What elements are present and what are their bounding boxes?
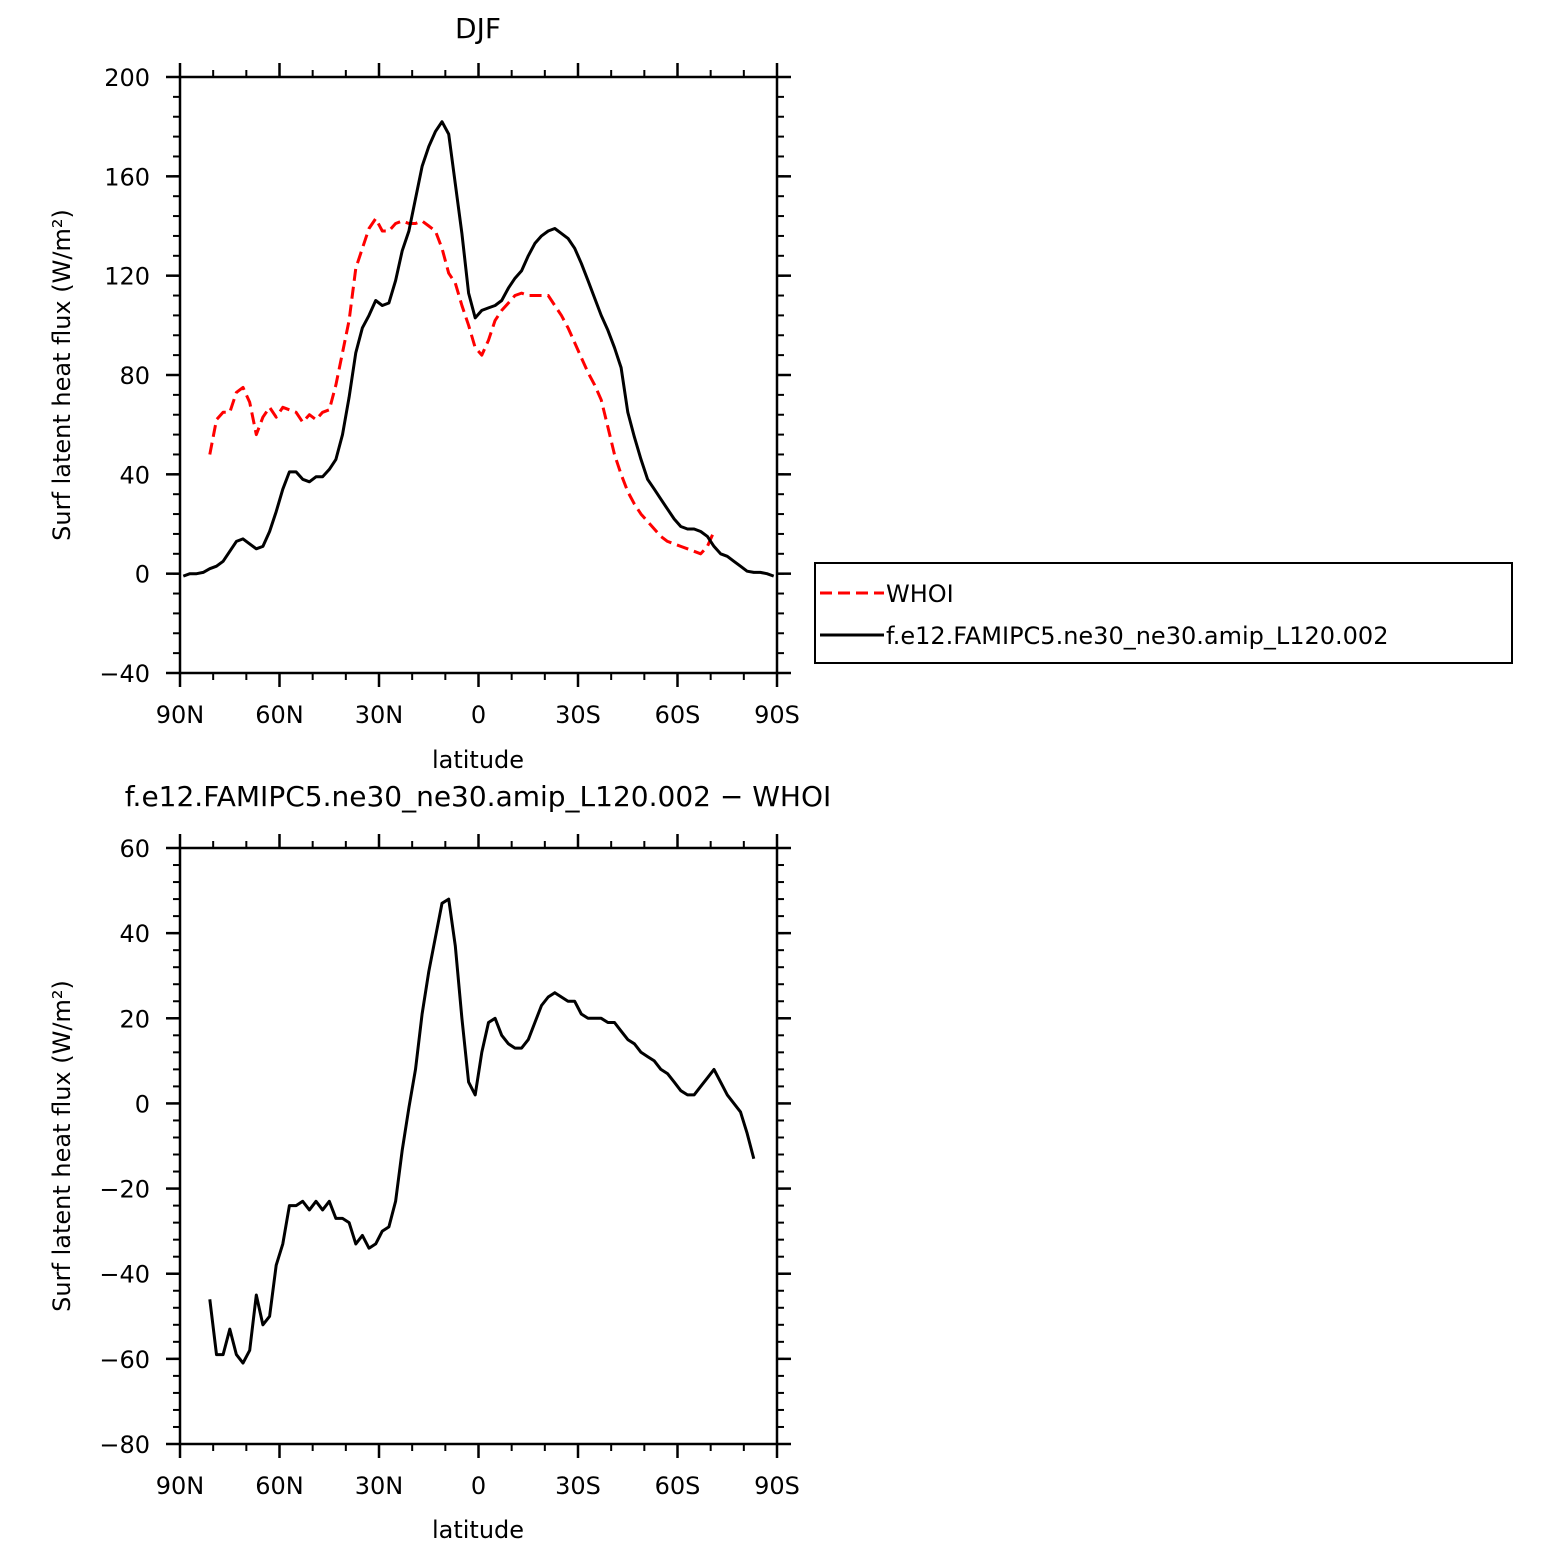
bottom-panel-xlabel: latitude bbox=[432, 1516, 524, 1544]
xtick-label: 60S bbox=[655, 1472, 701, 1500]
legend: WHOI f.e12.FAMIPC5.ne30_ne30.amip_L120.0… bbox=[814, 562, 1513, 664]
xtick-label: 60N bbox=[255, 1472, 304, 1500]
series-line-f-e12-famipc5-ne30-ne30-amip-l120-002 bbox=[182, 120, 775, 578]
xtick-label: 90N bbox=[156, 1472, 205, 1500]
legend-label-model: f.e12.FAMIPC5.ne30_ne30.amip_L120.002 bbox=[886, 622, 1388, 650]
legend-box bbox=[814, 562, 1513, 664]
top-panel-series bbox=[182, 120, 775, 578]
legend-label-whoi: WHOI bbox=[886, 580, 954, 608]
ytick-label: 200 bbox=[104, 64, 150, 92]
ytick-label: −20 bbox=[99, 1176, 150, 1204]
xtick-label: 30N bbox=[355, 1472, 404, 1500]
bottom-panel-series bbox=[208, 897, 756, 1365]
ytick-label: −40 bbox=[99, 660, 150, 688]
xtick-label: 60N bbox=[255, 701, 304, 729]
bottom-panel-frame bbox=[178, 846, 779, 1446]
top-panel-title: DJF bbox=[455, 12, 501, 45]
ytick-label: 80 bbox=[119, 362, 150, 390]
ytick-label: 20 bbox=[119, 1005, 150, 1033]
ytick-label: 60 bbox=[119, 835, 150, 863]
series-line-whoi bbox=[208, 217, 716, 556]
bottom-panel: f.e12.FAMIPC5.ne30_ne30.amip_L120.002 − … bbox=[48, 780, 831, 1544]
ytick-label: −60 bbox=[99, 1346, 150, 1374]
ytick-label: −80 bbox=[99, 1431, 150, 1459]
ytick-label: 160 bbox=[104, 163, 150, 191]
xtick-label: 90N bbox=[156, 701, 205, 729]
xtick-label: 90S bbox=[754, 1472, 800, 1500]
top-panel-xlabel: latitude bbox=[432, 746, 524, 774]
xtick-label: 30N bbox=[355, 701, 404, 729]
ytick-label: 0 bbox=[135, 1090, 150, 1118]
top-panel-frame bbox=[178, 75, 779, 675]
xtick-label: 30S bbox=[555, 701, 601, 729]
xtick-label: 0 bbox=[471, 1472, 486, 1500]
top-panel-ylabel: Surf latent heat flux (W/m²) bbox=[48, 209, 76, 541]
series-line-difference bbox=[208, 897, 756, 1365]
xtick-label: 60S bbox=[655, 701, 701, 729]
bottom-panel-ylabel: Surf latent heat flux (W/m²) bbox=[48, 980, 76, 1312]
xtick-label: 90S bbox=[754, 701, 800, 729]
ytick-label: 40 bbox=[119, 920, 150, 948]
ytick-label: 120 bbox=[104, 263, 150, 291]
xtick-label: 30S bbox=[555, 1472, 601, 1500]
ytick-label: 40 bbox=[119, 461, 150, 489]
bottom-panel-title: f.e12.FAMIPC5.ne30_ne30.amip_L120.002 − … bbox=[125, 780, 832, 813]
ytick-label: −40 bbox=[99, 1261, 150, 1289]
xtick-label: 0 bbox=[471, 701, 486, 729]
ytick-label: 0 bbox=[135, 561, 150, 589]
